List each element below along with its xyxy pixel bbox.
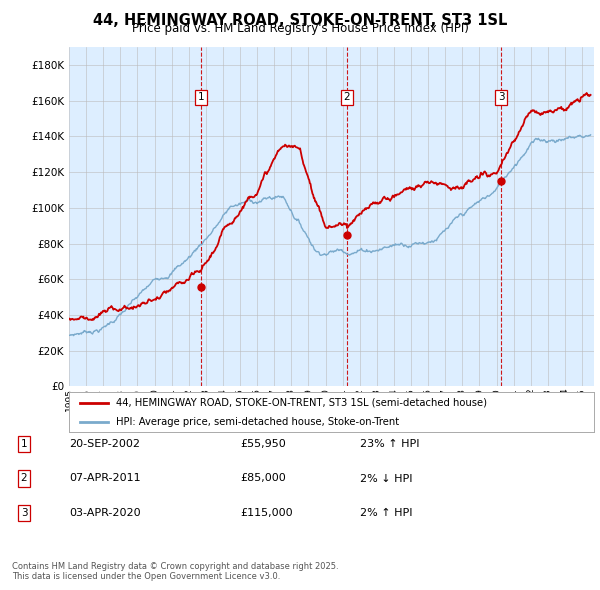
Text: 44, HEMINGWAY ROAD, STOKE-ON-TRENT, ST3 1SL (semi-detached house): 44, HEMINGWAY ROAD, STOKE-ON-TRENT, ST3 … [116, 398, 487, 408]
Text: 23% ↑ HPI: 23% ↑ HPI [360, 440, 419, 449]
Text: 2: 2 [20, 474, 28, 483]
Text: £85,000: £85,000 [240, 474, 286, 483]
Text: 1: 1 [198, 92, 205, 102]
Text: 2% ↓ HPI: 2% ↓ HPI [360, 474, 413, 483]
Text: 3: 3 [497, 92, 504, 102]
Text: £115,000: £115,000 [240, 508, 293, 517]
Text: 44, HEMINGWAY ROAD, STOKE-ON-TRENT, ST3 1SL: 44, HEMINGWAY ROAD, STOKE-ON-TRENT, ST3 … [93, 13, 507, 28]
Text: HPI: Average price, semi-detached house, Stoke-on-Trent: HPI: Average price, semi-detached house,… [116, 417, 400, 427]
Text: 03-APR-2020: 03-APR-2020 [69, 508, 140, 517]
Text: 2% ↑ HPI: 2% ↑ HPI [360, 508, 413, 517]
Text: 2: 2 [344, 92, 350, 102]
Text: Price paid vs. HM Land Registry's House Price Index (HPI): Price paid vs. HM Land Registry's House … [131, 22, 469, 35]
Text: 1: 1 [20, 440, 28, 449]
Text: 20-SEP-2002: 20-SEP-2002 [69, 440, 140, 449]
Text: Contains HM Land Registry data © Crown copyright and database right 2025.: Contains HM Land Registry data © Crown c… [12, 562, 338, 571]
Text: This data is licensed under the Open Government Licence v3.0.: This data is licensed under the Open Gov… [12, 572, 280, 581]
Text: £55,950: £55,950 [240, 440, 286, 449]
Text: 07-APR-2011: 07-APR-2011 [69, 474, 140, 483]
Text: 3: 3 [20, 508, 28, 517]
